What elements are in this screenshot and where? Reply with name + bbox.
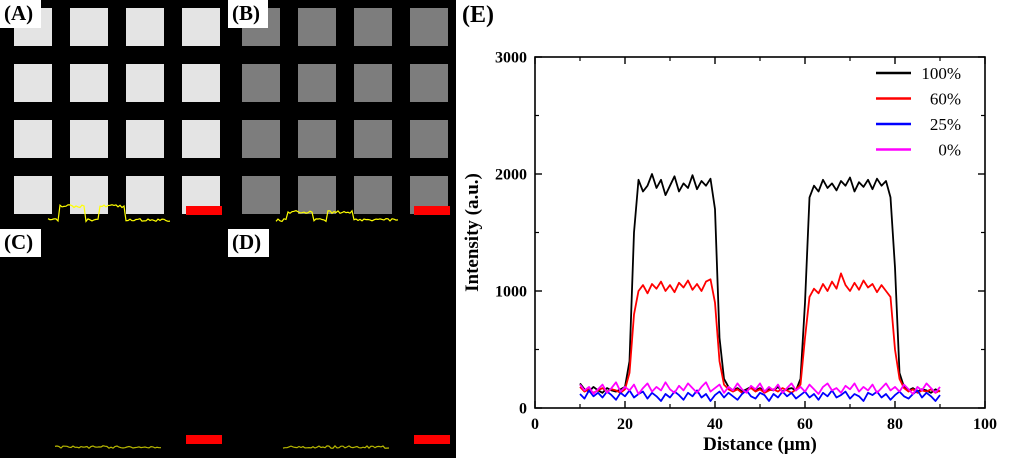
- svg-text:0: 0: [519, 401, 527, 418]
- svg-text:0: 0: [531, 416, 539, 433]
- panel-a: (A): [0, 0, 228, 229]
- panel-c: (C): [0, 229, 228, 458]
- svg-text:20: 20: [617, 416, 633, 433]
- svg-text:3000: 3000: [495, 50, 527, 67]
- panel-c-canvas: [0, 229, 228, 458]
- panel-d-label: (D): [228, 229, 270, 258]
- svg-text:100%: 100%: [921, 64, 961, 83]
- panel-b-canvas: [228, 0, 456, 229]
- svg-text:80: 80: [887, 416, 903, 433]
- panel-d-canvas: [228, 229, 456, 458]
- microscopy-panels: (A) (B) (C) (D): [0, 0, 456, 458]
- svg-text:0%: 0%: [938, 141, 961, 160]
- svg-text:40: 40: [707, 416, 723, 433]
- svg-text:60%: 60%: [930, 90, 961, 109]
- panel-c-label: (C): [0, 229, 42, 258]
- panel-d: (D): [228, 229, 456, 458]
- svg-text:2000: 2000: [495, 167, 527, 184]
- svg-text:1000: 1000: [495, 284, 527, 301]
- svg-text:60: 60: [797, 416, 813, 433]
- panel-a-label: (A): [0, 0, 42, 29]
- panel-b: (B): [228, 0, 456, 229]
- chart-panel-e: (E) 0 20 40 60 80 100 0 1000 2000 3000 Distance (μ…: [456, 0, 1024, 458]
- svg-text:Distance (μm): Distance (μm): [703, 434, 817, 455]
- svg-text:Intensity (a.u.): Intensity (a.u.): [462, 173, 483, 292]
- panel-b-label: (B): [228, 0, 268, 29]
- panel-a-canvas: [0, 0, 228, 229]
- svg-text:25%: 25%: [930, 115, 961, 134]
- panel-e-label: (E): [462, 2, 494, 28]
- svg-text:100: 100: [973, 416, 997, 433]
